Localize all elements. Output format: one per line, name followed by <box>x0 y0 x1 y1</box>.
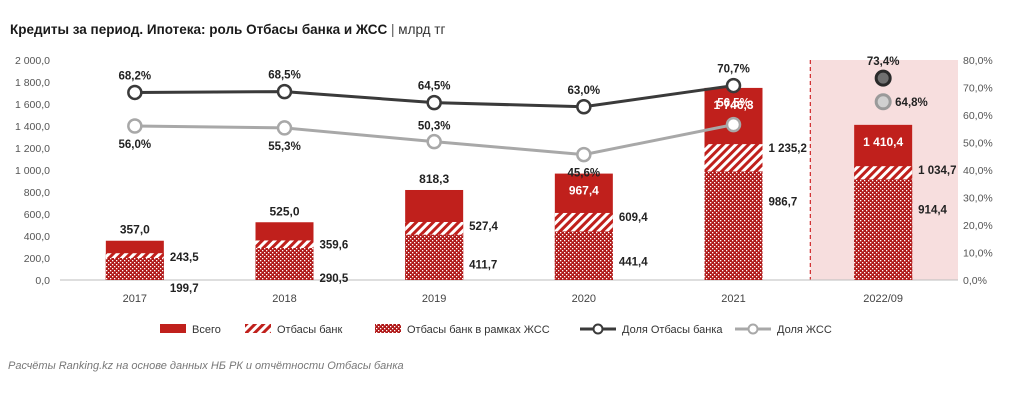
total-value-label: 1 410,4 <box>863 135 903 149</box>
otbasy-value-label: 1 235,2 <box>769 143 807 155</box>
y-right-tick-label: 10,0% <box>963 248 993 260</box>
legend-swatch <box>245 324 271 333</box>
total-label-box <box>856 130 911 151</box>
total-value-label: 525,0 <box>269 204 299 218</box>
total-value-label: 357,0 <box>120 223 150 237</box>
y-right-tick-label: 20,0% <box>963 220 993 232</box>
y-right-tick-label: 60,0% <box>963 110 993 122</box>
otbasy-value-label: 243,5 <box>170 252 199 264</box>
y-left-tick-label: 1 400,0 <box>15 121 50 133</box>
zhss-share-label: 50,3% <box>418 121 451 133</box>
y-left-tick-label: 600,0 <box>24 209 50 221</box>
total-value-label: 967,4 <box>569 184 599 198</box>
y-right-tick-label: 40,0% <box>963 165 993 177</box>
zhss-value-label: 199,7 <box>170 283 199 295</box>
otbasy-share-marker <box>576 99 592 115</box>
zhss-share-label: 55,3% <box>268 141 301 153</box>
x-tick-label: 2018 <box>272 293 296 305</box>
total-value-label: 818,3 <box>419 172 449 186</box>
zhss-value-label: 411,7 <box>469 260 497 272</box>
x-tick-label: 2019 <box>422 293 446 305</box>
title-unit: млрд тг <box>398 22 446 37</box>
y-left-tick-label: 1 200,0 <box>15 143 50 155</box>
y-right-tick-label: 30,0% <box>963 193 993 205</box>
legend-label: Всего <box>192 324 221 336</box>
legend-label: Доля ЖСС <box>777 324 832 336</box>
total-label-box <box>706 93 761 114</box>
otbasy-share-label: 64,5% <box>418 81 451 93</box>
zhss-share-marker <box>127 118 143 134</box>
legend-marker <box>592 323 604 335</box>
x-tick-label: 2021 <box>721 293 745 305</box>
mortgage-chart: 0,0 200,0 400,0 600,0 800,0 1 000,0 1 200,0 1 4… <box>15 55 993 336</box>
bar-zhss <box>854 179 913 280</box>
zhss-value-label: 441,4 <box>619 256 648 268</box>
zhss-value-label: 290,5 <box>320 273 349 285</box>
x-tick-label: 2022/09 <box>863 293 903 305</box>
zhss-share-marker <box>576 146 592 163</box>
bar-zhss <box>554 231 613 280</box>
y-left-tick-label: 800,0 <box>24 187 50 199</box>
y-left-tick-label: 1 000,0 <box>15 165 50 177</box>
title-main: Кредиты за период. Ипотека: роль Отбасы … <box>10 22 388 37</box>
otbasy-value-label: 1 034,7 <box>918 165 956 177</box>
bar-zhss <box>105 258 164 280</box>
zhss-share-label: 56,0% <box>119 139 152 151</box>
otbasy-share-marker <box>874 69 892 87</box>
chart-title: Кредиты за период. Ипотека: роль Отбасы … <box>10 22 445 37</box>
y-right-tick-label: 70,0% <box>963 83 993 95</box>
source-note: Расчёты Ranking.kz на основе данных НБ Р… <box>8 360 404 372</box>
legend-label: Доля Отбасы банка <box>622 324 723 336</box>
zhss-share-marker <box>426 133 442 150</box>
zhss-value-label: 914,4 <box>918 204 947 216</box>
legend-label: Отбасы банк в рамках ЖСС <box>407 324 550 336</box>
otbasy-share-label: 68,2% <box>119 70 152 82</box>
bar-zhss <box>255 248 314 280</box>
zhss-share-label: 56,5% <box>717 98 750 110</box>
y-left-tick-label: 0,0 <box>35 275 50 287</box>
legend-swatch <box>375 324 401 333</box>
x-tick-label: 2020 <box>572 293 596 305</box>
total-label-box <box>556 179 611 200</box>
y-right-tick-label: 80,0% <box>963 55 993 67</box>
y-left-tick-label: 200,0 <box>24 253 50 265</box>
y-left-tick-label: 1 600,0 <box>15 99 50 111</box>
zhss-value-label: 986,7 <box>769 196 798 208</box>
y-left-tick-label: 400,0 <box>24 231 50 243</box>
title-separator: | <box>391 22 395 37</box>
otbasy-share-label: 68,5% <box>268 70 301 82</box>
legend-swatch <box>160 324 186 333</box>
zhss-share-label: 45,6% <box>568 168 601 180</box>
zhss-share-marker <box>725 116 742 133</box>
y-left-tick-label: 2 000,0 <box>15 55 50 67</box>
zhss-share-marker <box>276 120 293 136</box>
otbasy-share-marker <box>426 94 442 111</box>
otbasy-share-label: 73,4% <box>867 56 900 68</box>
legend-marker <box>747 323 759 335</box>
zhss-share-marker <box>874 93 892 111</box>
legend-label: Отбасы банк <box>277 324 342 336</box>
y-right-tick-label: 50,0% <box>963 138 993 150</box>
y-right-tick-label: 0,0% <box>963 275 987 287</box>
bar-zhss <box>704 171 763 280</box>
otbasy-value-label: 527,4 <box>469 221 498 233</box>
y-left-tick-label: 1 800,0 <box>15 77 50 89</box>
otbasy-share-label: 70,7% <box>717 64 750 76</box>
total-value-label: 1 746,3 <box>713 98 753 112</box>
otbasy-value-label: 359,6 <box>320 239 349 251</box>
otbasy-share-label: 63,0% <box>568 85 601 97</box>
otbasy-share-marker <box>276 83 293 100</box>
bar-zhss <box>405 234 464 280</box>
otbasy-value-label: 609,4 <box>619 212 648 224</box>
zhss-share-label: 64,8% <box>895 97 928 109</box>
x-tick-label: 2017 <box>123 293 147 305</box>
otbasy-share-marker <box>725 77 742 94</box>
otbasy-share-marker <box>127 84 143 101</box>
